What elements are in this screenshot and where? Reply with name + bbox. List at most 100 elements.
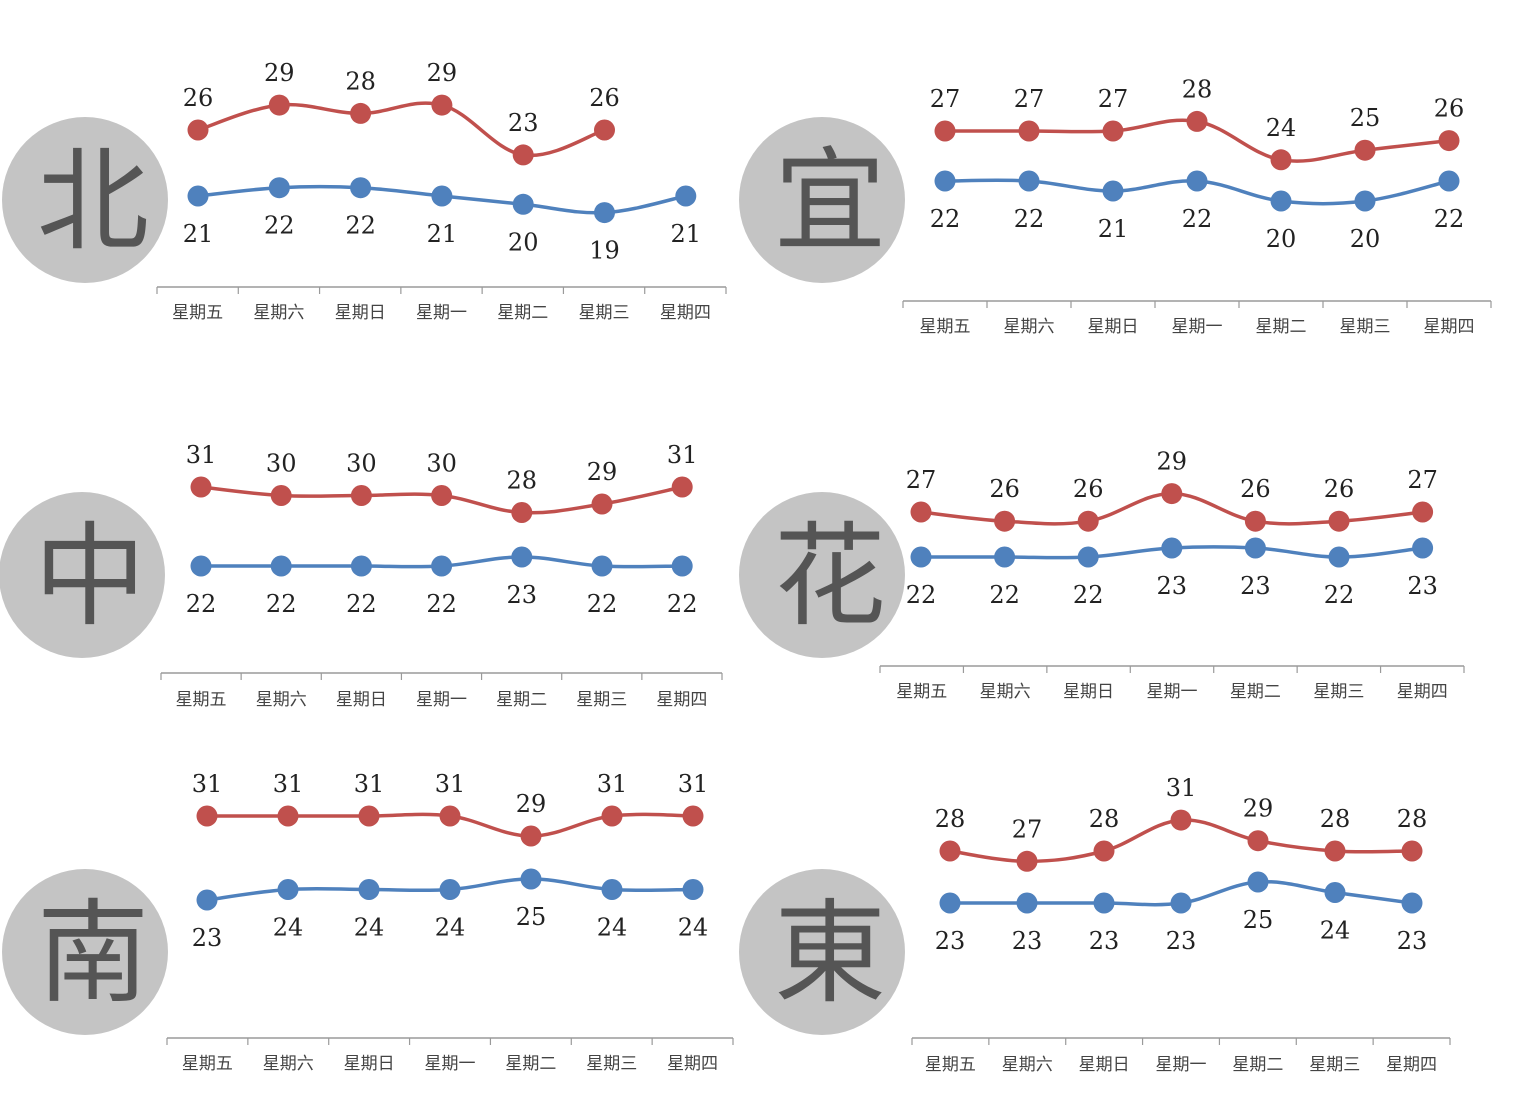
high-temp-point <box>1186 110 1208 132</box>
high-temp-point <box>671 476 693 498</box>
city-label: 南 <box>37 889 149 1019</box>
low-temp-label: 24 <box>354 914 385 942</box>
high-temp-label: 26 <box>989 475 1020 503</box>
low-temp-label: 21 <box>427 220 458 248</box>
x-tick-label: 星期三 <box>576 690 627 710</box>
high-temp-label: 29 <box>264 59 295 87</box>
high-temp-label: 28 <box>1397 805 1428 833</box>
low-temp-point <box>520 868 542 890</box>
low-temp-label: 22 <box>266 590 297 618</box>
high-temp-point <box>1354 139 1376 161</box>
low-temp-point <box>358 879 380 900</box>
x-tick-label: 星期二 <box>497 303 548 323</box>
x-tick-label: 星期四 <box>1424 317 1475 337</box>
x-tick-label: 星期三 <box>1340 317 1391 337</box>
high-temp-point <box>358 805 380 827</box>
low-temp-point <box>512 193 534 215</box>
high-temp-label: 28 <box>507 467 538 495</box>
city-badge <box>2 117 168 283</box>
high-temp-label: 26 <box>1434 95 1465 123</box>
x-tick-label: 星期二 <box>1232 1055 1283 1075</box>
high-temp-label: 26 <box>1240 475 1271 503</box>
x-tick-label: 星期一 <box>416 303 467 323</box>
low-temp-point <box>671 555 693 577</box>
low-temp-label: 23 <box>1166 927 1197 955</box>
high-temp-label: 26 <box>589 84 620 112</box>
x-tick-label: 星期日 <box>1079 1055 1130 1075</box>
low-temp-label: 23 <box>1407 572 1438 600</box>
high-temp-point <box>1244 510 1266 532</box>
x-tick-label: 星期五 <box>176 690 227 710</box>
low-temp-label: 22 <box>1014 205 1045 233</box>
high-temp-label: 29 <box>427 59 458 87</box>
x-tick-label: 星期四 <box>660 303 711 323</box>
low-temp-label: 25 <box>516 903 547 931</box>
low-temp-label: 22 <box>906 581 937 609</box>
low-temp-label: 24 <box>1320 917 1351 945</box>
high-temp-point <box>1324 840 1346 862</box>
low-temp-point <box>910 546 932 568</box>
x-tick-label: 星期二 <box>496 690 547 710</box>
high-temp-label: 25 <box>1350 104 1381 132</box>
high-temp-point <box>682 805 704 827</box>
city-label: 花 <box>774 512 886 642</box>
low-temp-point <box>511 546 533 568</box>
high-temp-line <box>197 101 606 158</box>
high-temp-point <box>1016 850 1038 872</box>
x-tick-label: 星期六 <box>980 682 1031 702</box>
high-temp-label: 29 <box>1157 448 1188 476</box>
city-label: 宜 <box>774 137 886 267</box>
x-tick-label: 星期二 <box>1256 317 1307 337</box>
low-temp-point <box>1018 170 1040 192</box>
x-tick-label: 星期五 <box>920 317 971 337</box>
low-temp-label: 23 <box>1240 572 1271 600</box>
high-temp-point <box>594 119 615 141</box>
low-temp-label: 22 <box>1434 205 1465 233</box>
x-tick-label: 星期日 <box>344 1054 395 1074</box>
high-temp-point <box>1161 483 1183 505</box>
low-temp-label: 20 <box>508 228 539 256</box>
low-temp-point <box>1438 170 1460 192</box>
city-badge <box>739 117 905 283</box>
low-temp-point <box>601 879 623 900</box>
low-temp-point <box>1270 190 1292 212</box>
high-temp-point <box>439 805 461 827</box>
x-tick-label: 星期二 <box>1230 682 1281 702</box>
low-temp-label: 23 <box>1089 927 1120 955</box>
low-temp-point <box>939 892 961 914</box>
low-temp-point <box>350 555 372 577</box>
x-tick-label: 星期六 <box>256 690 307 710</box>
high-temp-label: 31 <box>597 770 628 798</box>
x-tick-label: 星期四 <box>1386 1055 1437 1075</box>
x-tick-label: 星期一 <box>425 1054 476 1074</box>
high-temp-point <box>187 119 209 141</box>
low-temp-label: 20 <box>1350 225 1381 253</box>
high-temp-label: 30 <box>266 450 297 478</box>
low-temp-point <box>1247 871 1269 893</box>
x-tick-label: 星期三 <box>579 303 630 323</box>
city-label: 北 <box>37 137 149 267</box>
low-temp-point <box>1093 892 1115 914</box>
low-temp-label: 22 <box>1324 581 1355 609</box>
low-temp-point <box>1324 882 1346 903</box>
high-temp-point <box>1412 501 1434 523</box>
high-temp-label: 29 <box>587 458 618 486</box>
low-temp-label: 23 <box>1157 572 1188 600</box>
low-temp-point <box>196 889 218 911</box>
low-temp-label: 21 <box>183 220 214 248</box>
high-temp-point <box>1328 510 1350 532</box>
low-temp-point <box>934 170 956 192</box>
low-temp-point <box>439 879 461 900</box>
low-temp-label: 22 <box>930 205 961 233</box>
low-temp-label: 23 <box>192 924 223 952</box>
city-badge <box>0 492 165 658</box>
x-tick-label: 星期三 <box>586 1054 637 1074</box>
high-temp-label: 27 <box>906 466 937 494</box>
x-tick-label: 星期六 <box>1004 317 1055 337</box>
x-tick-label: 星期五 <box>172 303 223 323</box>
high-temp-label: 26 <box>1073 475 1104 503</box>
